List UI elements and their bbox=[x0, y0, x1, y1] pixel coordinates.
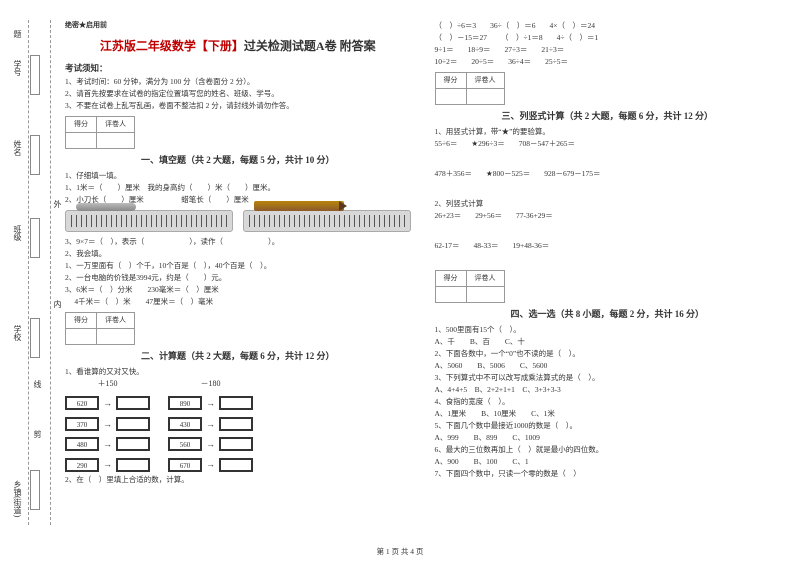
notice-heading: 考试须知： bbox=[65, 62, 411, 76]
section-1-title: 一、填空题（共 2 大题，每题 5 分，共计 10 分） bbox=[65, 153, 411, 167]
left-column: 绝密★启用前 江苏版二年级数学【下册】过关检测试题A卷 附答案 考试须知： 1、… bbox=[65, 20, 411, 535]
score-table-2: 得分评卷人 bbox=[65, 312, 135, 345]
pencil-icon bbox=[254, 201, 344, 211]
side-label-2: 班级 bbox=[12, 225, 23, 241]
q4-4: 4、食指的宽度（ ）。 bbox=[435, 396, 781, 408]
side-label-1: 姓名 bbox=[12, 140, 23, 156]
page-body: 绝密★启用前 江苏版二年级数学【下册】过关检测试题A卷 附答案 考试须知： 1、… bbox=[65, 20, 780, 535]
arrow-icon: → bbox=[103, 396, 112, 410]
binding-margin: 题 学号 姓名 外 班级 内 学校 线 剪 乡镇(街道) bbox=[0, 0, 60, 565]
q2-2: 2、在（ ）里填上合适的数，计算。 bbox=[65, 474, 411, 486]
paper-title: 江苏版二年级数学【下册】过关检测试题A卷 附答案 bbox=[65, 37, 411, 56]
flow-op2: －180 bbox=[168, 378, 253, 391]
side-line: 线 bbox=[32, 380, 43, 388]
section-2-title: 二、计算题（共 2 大题，每题 6 分，共计 12 分） bbox=[65, 349, 411, 363]
grader-cell: 评卷人 bbox=[97, 116, 135, 132]
q4-7: 7、下面四个数中，只读一个零的数是（ ） bbox=[435, 468, 781, 480]
q1-1: 1、仔细填一填。 bbox=[65, 170, 411, 182]
q3-1: 1、用竖式计算，带“★”的要验算。 bbox=[435, 126, 781, 138]
flow-col-right: －180 890→ 430→ 560→ 670→ bbox=[168, 378, 253, 474]
side-box-0 bbox=[30, 55, 40, 95]
side-label-4: 乡镇(街道) bbox=[12, 480, 23, 517]
q1-1a: 1、1米＝（ ）厘米 我的身高约（ ）米（ ）厘米。 bbox=[65, 182, 411, 194]
q1-2a: 1、一万里面有（ ）个千，10个百是（ ），40个百是（ ）。 bbox=[65, 260, 411, 272]
score-cell: 得分 bbox=[66, 116, 97, 132]
q4-5o: A、999 B、899 C、1009 bbox=[435, 432, 781, 444]
flow-op1: ＋150 bbox=[65, 378, 150, 391]
score-table-1: 得分评卷人 bbox=[65, 116, 135, 149]
notice-3: 3、不要在试卷上乱写乱画，卷面不整洁扣 2 分，请封线外请勿作答。 bbox=[65, 100, 411, 112]
q3-1b: 478＋356＝★800－525＝928－679－175＝ bbox=[435, 168, 781, 180]
side-inner: 内 bbox=[52, 300, 63, 308]
notice-2: 2、请首先按要求在试卷的指定位置填写您的姓名、班级、学号。 bbox=[65, 88, 411, 100]
q4-3o: A、4+4+5 B、2+2+1+1 C、3+3+3-3 bbox=[435, 384, 781, 396]
side-label-3: 学校 bbox=[12, 325, 23, 341]
score-table-3: 得分评卷人 bbox=[435, 72, 505, 105]
title-main: 过关检测试题A卷 附答案 bbox=[244, 39, 376, 53]
flow-diagram: ＋150 620→ 370→ 480→ 290→ －180 890→ 430→ … bbox=[65, 378, 411, 474]
q1-2c: 3、6米＝（ ）分米 230毫米＝（ ）厘米 bbox=[65, 284, 411, 296]
side-box-4 bbox=[30, 470, 40, 510]
seal-line bbox=[50, 20, 51, 525]
knife-icon bbox=[76, 203, 136, 211]
cut-line bbox=[28, 20, 29, 525]
side-outer: 外 bbox=[52, 200, 63, 208]
eq-row1: （ ）÷6＝336÷（ ）＝64×（ ）＝24 bbox=[435, 20, 781, 32]
q1-2b: 2、一台电脑的价钱是3994元，约是（ ）元。 bbox=[65, 272, 411, 284]
side-ans: 题 bbox=[12, 30, 23, 38]
q4-1: 1、500里面有15个（ ）。 bbox=[435, 324, 781, 336]
flow-box: 620 bbox=[65, 396, 99, 410]
title-prefix: 江苏版二年级数学【下册】 bbox=[100, 39, 244, 53]
eq-row4: 10÷2＝20÷5＝36÷4＝25÷5＝ bbox=[435, 56, 781, 68]
side-cut: 剪 bbox=[32, 430, 43, 438]
q4-5: 5、下面几个数中最接近1000的数是（ ）。 bbox=[435, 420, 781, 432]
notice-1: 1、考试时间：60 分钟，满分为 100 分（含卷面分 2 分）。 bbox=[65, 76, 411, 88]
ruler-illustration bbox=[65, 210, 411, 232]
side-box-2 bbox=[30, 218, 40, 258]
ruler-right bbox=[243, 210, 411, 232]
q4-6: 6、最大的三位数再加上（ ）就是最小的四位数。 bbox=[435, 444, 781, 456]
q1-2d: 4千米＝（ ）米 47厘米＝（ ）毫米 bbox=[65, 296, 411, 308]
q4-4o: A、1厘米 B、10厘米 C、1米 bbox=[435, 408, 781, 420]
q2-1: 1、看谁算的又对又快。 bbox=[65, 366, 411, 378]
right-column: （ ）÷6＝336÷（ ）＝64×（ ）＝24 （ ）－15＝27（ ）÷1＝8… bbox=[435, 20, 781, 535]
q3-2b: 62-17＝48-33＝19+48-36＝ bbox=[435, 240, 781, 252]
q4-6o: A、900 B、100 C、1 bbox=[435, 456, 781, 468]
side-label-0: 学号 bbox=[12, 60, 23, 76]
q4-3: 3、下列算式中不可以改写成乘法算式的是（ ）。 bbox=[435, 372, 781, 384]
score-table-4: 得分评卷人 bbox=[435, 270, 505, 303]
q3-2: 2、列竖式计算 bbox=[435, 198, 781, 210]
q1-2: 2、我会填。 bbox=[65, 248, 411, 260]
page-number: 第 1 页 共 4 页 bbox=[0, 546, 800, 557]
ruler-left bbox=[65, 210, 233, 232]
q1-1c: 3、9×7＝（ ），表示（ ），读作（ ）。 bbox=[65, 236, 411, 248]
section-3-title: 三、列竖式计算（共 2 大题，每题 6 分，共计 12 分） bbox=[435, 109, 781, 123]
section-4-title: 四、选一选（共 8 小题，每题 2 分，共计 16 分） bbox=[435, 307, 781, 321]
flow-col-left: ＋150 620→ 370→ 480→ 290→ bbox=[65, 378, 150, 474]
q3-1a: 55÷6＝★296÷3＝708－547＋265＝ bbox=[435, 138, 781, 150]
side-box-1 bbox=[30, 135, 40, 175]
q4-1o: A、千 B、百 C、十 bbox=[435, 336, 781, 348]
q3-2a: 26+23＝29+56＝77-36+29＝ bbox=[435, 210, 781, 222]
confidential: 绝密★启用前 bbox=[65, 20, 411, 31]
eq-row2: （ ）－15＝27（ ）÷1＝84÷（ ）＝1 bbox=[435, 32, 781, 44]
side-box-3 bbox=[30, 318, 40, 358]
q4-2o: A、5060 B、5006 C、5600 bbox=[435, 360, 781, 372]
eq-row3: 9÷1＝18÷9＝27÷3＝21÷3＝ bbox=[435, 44, 781, 56]
q4-2: 2、下面各数中，一个“0”也不读的是（ ）。 bbox=[435, 348, 781, 360]
